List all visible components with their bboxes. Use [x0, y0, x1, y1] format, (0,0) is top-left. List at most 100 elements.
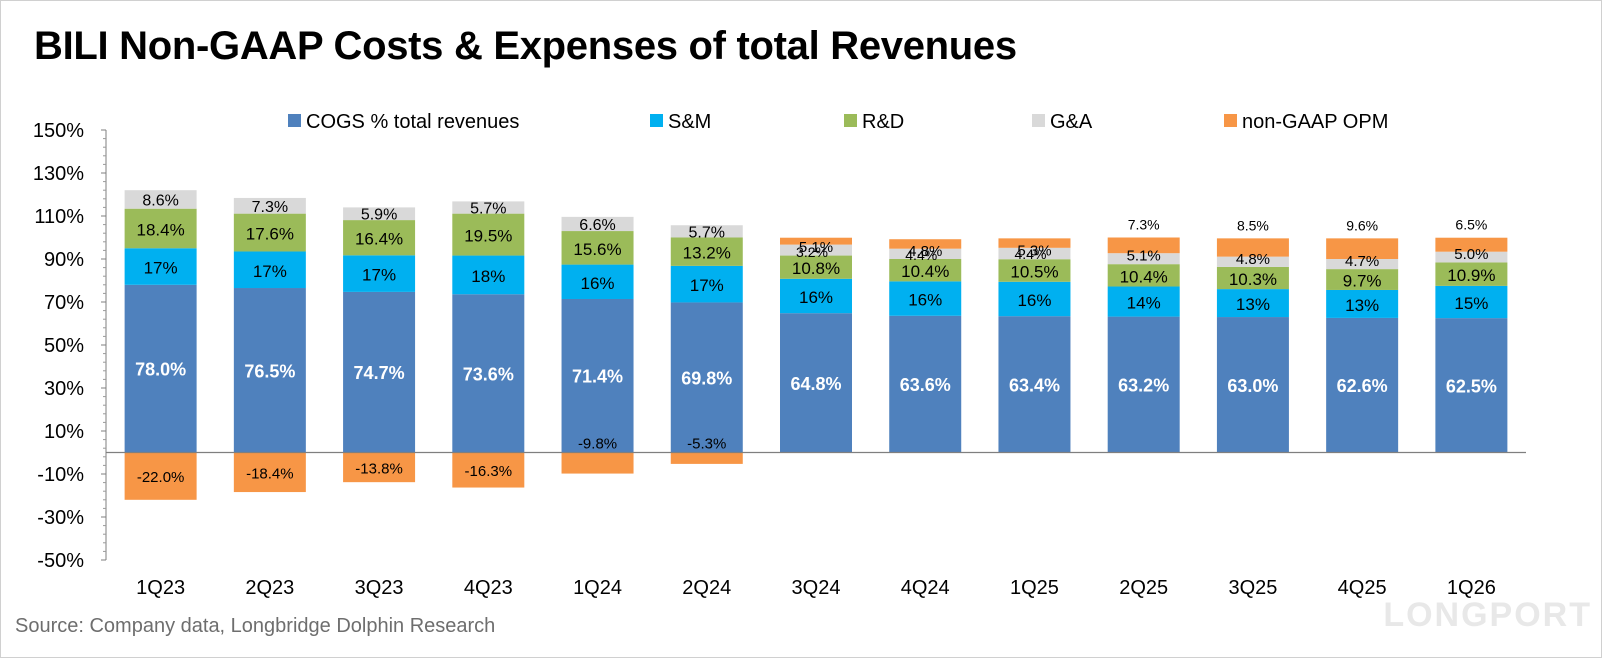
data-label-sm: 15% [1454, 294, 1488, 313]
data-label-cogs: 69.8% [681, 368, 732, 388]
y-tick-label: 110% [34, 206, 84, 228]
y-tick-label: 90% [44, 249, 84, 271]
data-label-opm: -9.8% [578, 436, 617, 453]
data-label-rd: 10.9% [1447, 266, 1495, 285]
data-label-sm: 18% [471, 267, 505, 286]
data-label-ga: 4.7% [1345, 253, 1379, 270]
x-tick-label: 1Q25 [1010, 577, 1059, 599]
x-tick-label: 3Q23 [355, 577, 404, 599]
data-label-ga: 4.8% [1236, 251, 1270, 268]
x-tick-label: 2Q25 [1119, 577, 1168, 599]
bar-cogs-total-revenues-3Q24 [780, 313, 852, 453]
bar-r-d-1Q26 [1435, 262, 1508, 286]
legend-label: R&D [862, 111, 904, 133]
data-label-sm: 17% [253, 262, 287, 281]
legend-swatch-r-d [844, 114, 857, 127]
bar-g-a-1Q25 [998, 247, 1071, 260]
bar-non-gaap-opm-1Q25 [998, 238, 1071, 248]
data-label-opm: 4.4% [1015, 246, 1047, 262]
bar-s-m-2Q25 [1107, 286, 1180, 317]
data-label-rd: 17.6% [246, 225, 294, 244]
bar-r-d-3Q25 [1216, 266, 1289, 290]
bar-s-m-4Q24 [889, 281, 962, 316]
data-label-sm: 16% [908, 291, 942, 310]
bar-cogs-total-revenues-1Q23 [124, 284, 197, 453]
data-label-ga: 5.1% [799, 239, 833, 256]
data-label-ga: 4.8% [908, 243, 942, 260]
bar-cogs-total-revenues-3Q25 [1216, 317, 1289, 453]
data-label-sm: 17% [690, 276, 724, 295]
data-label-ga: 8.6% [142, 192, 178, 209]
data-label-cogs: 63.0% [1227, 376, 1278, 396]
bar-non-gaap-opm-3Q25 [1216, 238, 1289, 257]
data-label-rd: 16.4% [355, 230, 403, 249]
data-label-opm: -13.8% [355, 460, 403, 477]
legend-label: non-GAAP OPM [1242, 111, 1388, 133]
bar-cogs-total-revenues-3Q23 [343, 291, 416, 453]
data-label-ga: 5.7% [470, 201, 506, 218]
data-label-cogs: 78.0% [135, 360, 186, 380]
x-tick-label: 1Q24 [573, 577, 622, 599]
legend-label: COGS % total revenues [306, 111, 519, 133]
bar-g-a-4Q23 [452, 201, 525, 214]
data-label-rd: 15.6% [573, 240, 621, 259]
bar-g-a-1Q23 [124, 190, 197, 209]
bar-cogs-total-revenues-1Q24 [561, 298, 634, 453]
bar-non-gaap-opm-3Q24 [780, 237, 852, 245]
bar-g-a-1Q24 [561, 216, 634, 232]
data-label-opm: 4.4% [905, 247, 937, 263]
data-label-ga: 6.6% [579, 217, 615, 234]
data-label-opm: -16.3% [465, 463, 513, 480]
bar-non-gaap-opm-3Q23 [343, 452, 416, 483]
bar-non-gaap-opm-2Q23 [233, 452, 306, 493]
legend-swatch-g-a [1032, 114, 1045, 127]
bar-g-a-3Q25 [1216, 256, 1289, 267]
bar-r-d-4Q23 [452, 213, 525, 256]
bar-s-m-3Q24 [780, 278, 852, 314]
bar-s-m-2Q24 [670, 265, 743, 303]
x-tick-label: 3Q24 [792, 577, 841, 599]
data-label-rd: 10.5% [1010, 263, 1058, 282]
bar-g-a-3Q24 [780, 244, 852, 256]
x-tick-label: 1Q26 [1447, 577, 1496, 599]
bar-r-d-2Q24 [670, 237, 743, 266]
x-tick-label: 2Q23 [245, 577, 294, 599]
data-label-rd: 10.4% [901, 262, 949, 281]
y-tick-label: 10% [44, 421, 84, 443]
bar-non-gaap-opm-1Q26 [1435, 237, 1508, 252]
data-label-ga: 5.1% [1127, 248, 1161, 265]
bar-g-a-3Q23 [343, 207, 416, 221]
data-label-rd: 13.2% [683, 244, 731, 263]
data-label-cogs: 71.4% [572, 367, 623, 387]
bar-cogs-total-revenues-2Q23 [233, 288, 306, 453]
bar-cogs-total-revenues-4Q24 [889, 315, 962, 453]
bar-g-a-1Q26 [1435, 251, 1508, 263]
bar-non-gaap-opm-4Q25 [1326, 238, 1399, 259]
legend-label: S&M [668, 111, 711, 133]
data-label-sm: 13% [1236, 295, 1270, 314]
bar-r-d-3Q24 [780, 255, 852, 279]
y-tick-label: 30% [44, 378, 84, 400]
x-tick-label: 4Q24 [901, 577, 950, 599]
data-label-rd: 10.3% [1229, 270, 1277, 289]
bar-r-d-4Q24 [889, 259, 962, 282]
data-label-cogs: 63.4% [1009, 375, 1060, 395]
data-label-opm: -5.3% [687, 436, 726, 453]
bar-cogs-total-revenues-4Q25 [1326, 317, 1399, 453]
data-label-cogs: 62.5% [1446, 376, 1497, 396]
source-note: Source: Company data, Longbridge Dolphin… [15, 615, 496, 637]
bar-non-gaap-opm-1Q23 [124, 452, 197, 500]
data-label-ga: 5.7% [689, 224, 725, 241]
legend-swatch-s-m [650, 114, 663, 127]
data-label-opm: -18.4% [246, 465, 294, 482]
bar-g-a-2Q24 [670, 225, 743, 238]
bar-g-a-4Q25 [1326, 259, 1399, 270]
longport-watermark-logo: LONGPORT [1383, 596, 1592, 634]
bar-g-a-2Q25 [1107, 253, 1180, 265]
y-tick-label: 150% [33, 120, 84, 142]
data-label-ga: 5.0% [1454, 246, 1488, 263]
bar-non-gaap-opm-2Q25 [1107, 237, 1180, 254]
data-label-opm: 3.2% [796, 244, 828, 260]
x-tick-label: 4Q23 [464, 577, 513, 599]
